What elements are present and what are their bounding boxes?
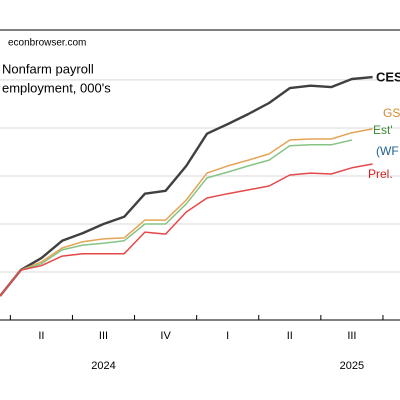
chart-title: Nonfarm payroll [2,61,94,76]
x-tick-label: IV [160,330,171,342]
x-year-label: 2024 [91,360,115,372]
watermark: econbrowser.com [8,38,86,49]
x-tick-label: I [226,330,229,342]
series-label: Est' [373,123,393,137]
chart-title: employment, 000's [2,80,111,95]
x-tick-label: II [38,330,44,342]
x-tick-label: III [347,330,356,342]
series-label: (WF [376,144,399,158]
series-line [0,139,353,297]
series-label: CES [376,69,400,84]
x-tick-label: III [99,330,108,342]
series-line [0,163,373,297]
series-line [0,128,373,297]
x-tick-label: II [287,330,293,342]
series-line [0,75,373,297]
x-year-label: 2025 [340,360,364,372]
series-label: GS [383,106,400,120]
series-label: Prel. [368,167,393,181]
